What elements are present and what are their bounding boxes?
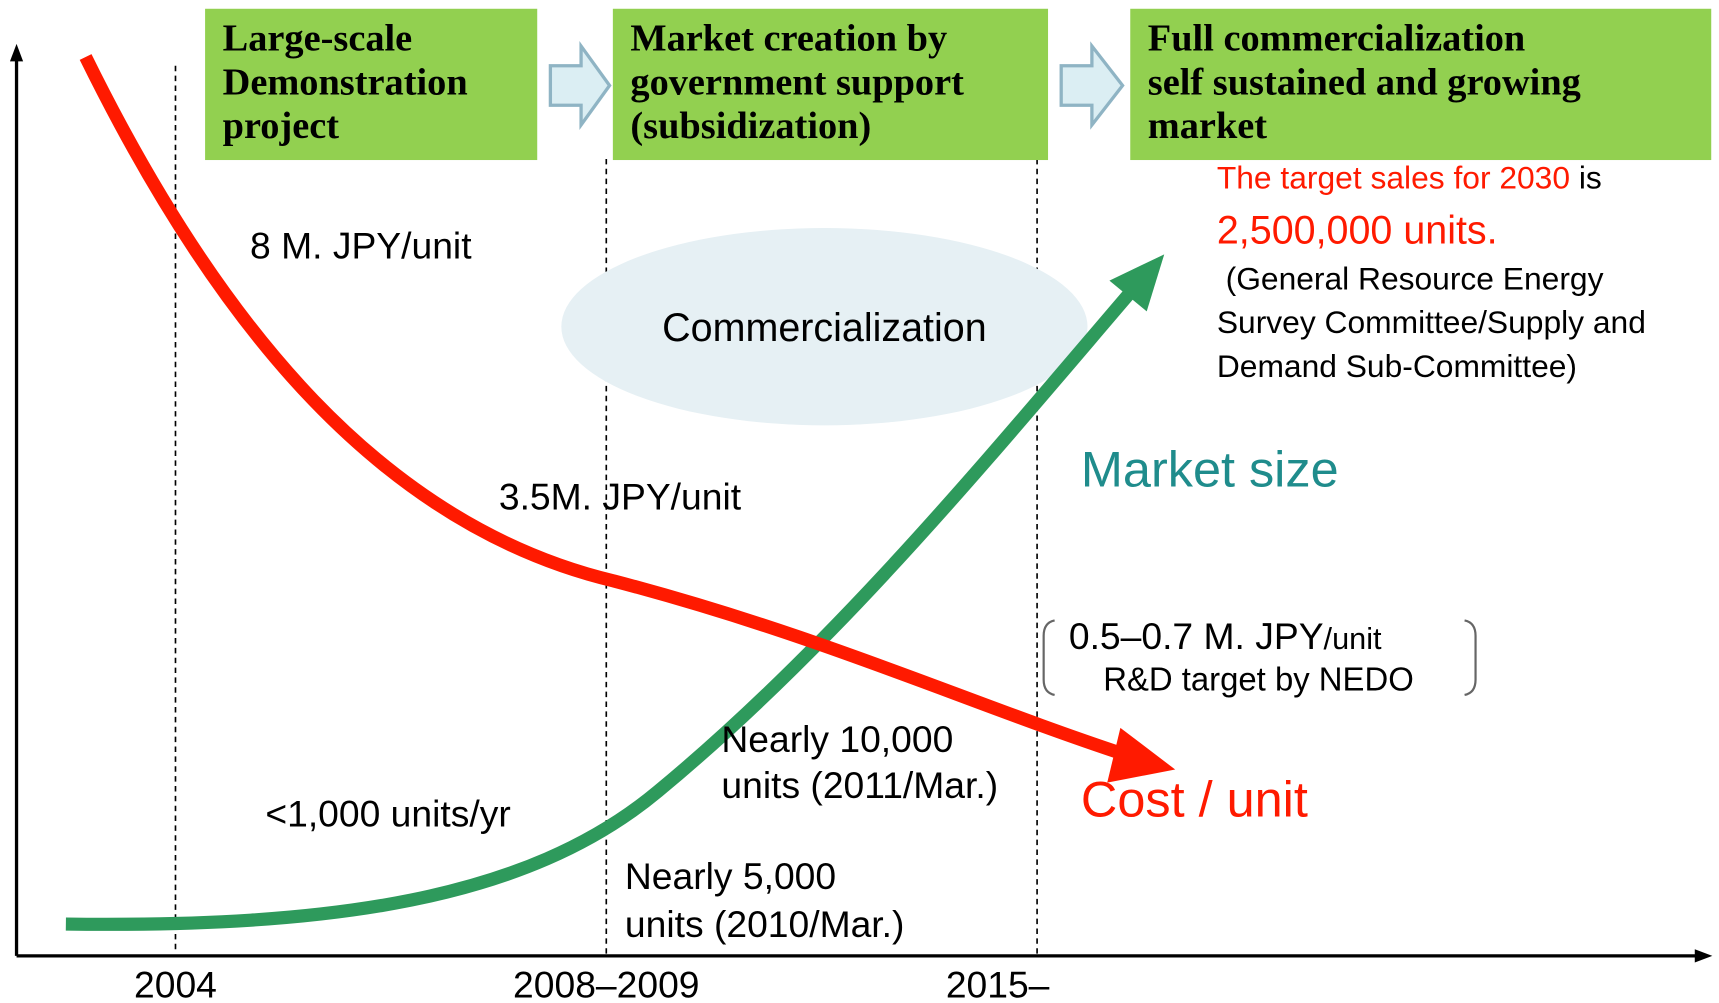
target-source: Demand Sub-Committee) — [1217, 348, 1577, 384]
stage-box — [612, 8, 1049, 161]
units-label: units (2010/Mar.) — [625, 903, 905, 945]
nedo-label: 0.5–0.7 M. JPY/unit — [1069, 615, 1382, 657]
units-label: Nearly 5,000 — [625, 855, 836, 897]
stage-arrow — [548, 40, 612, 131]
stage-text: market — [1148, 105, 1268, 147]
cost-curve — [79, 54, 1126, 761]
stage-text: (subsidization) — [630, 105, 871, 147]
stage-text: self sustained and growing — [1148, 61, 1581, 103]
market-size-curve — [65, 289, 1135, 931]
target-source: (General Resource Energy — [1226, 260, 1604, 296]
cost-label: 8 M. JPY/unit — [250, 225, 472, 267]
stage-box — [205, 8, 538, 161]
nedo-bracket — [1042, 619, 1477, 697]
stage-text: Demonstration — [223, 61, 468, 103]
stage-text: project — [223, 105, 340, 147]
cost-label: 3.5M. JPY/unit — [499, 476, 742, 518]
stage-arrow — [1059, 41, 1125, 130]
stage-text: Large-scale — [223, 17, 413, 59]
nedo-sub: R&D target by NEDO — [1103, 661, 1414, 698]
units-label: <1,000 units/yr — [265, 793, 510, 835]
stage-box — [1130, 8, 1712, 161]
x-label: 2008–2009 — [513, 964, 699, 1003]
cost-unit-label: Cost / unit — [1081, 771, 1308, 828]
y-arrow — [9, 43, 24, 62]
x-arrow — [1694, 949, 1713, 963]
target-big: 2,500,000 units. — [1217, 208, 1498, 252]
target-source: Survey Committee/Supply and — [1217, 304, 1646, 340]
cost-arrowhead — [1107, 727, 1176, 783]
target-black: is — [1570, 160, 1602, 196]
market-size-arrowhead — [1109, 254, 1165, 312]
nedo-main: 0.5–0.7 M. JPY — [1069, 615, 1324, 657]
target-line: The target sales for 2030 is — [1217, 160, 1602, 196]
commercialization-ellipse — [561, 228, 1088, 426]
nedo-unit: /unit — [1324, 621, 1382, 656]
commercialization-label: Commercialization — [662, 306, 987, 350]
market-size-label: Market size — [1081, 441, 1339, 498]
units-label: Nearly 10,000 — [721, 718, 953, 760]
target-red: The target sales for 2030 — [1217, 160, 1570, 196]
stage-text: Market creation by — [630, 17, 947, 59]
axes — [9, 43, 1713, 963]
x-label: 2015– — [946, 964, 1050, 1003]
stage-text: Full commercialization — [1148, 17, 1525, 59]
units-label: units (2011/Mar.) — [721, 764, 998, 806]
stage-text: government support — [630, 61, 964, 103]
x-label: 2004 — [134, 964, 217, 1003]
